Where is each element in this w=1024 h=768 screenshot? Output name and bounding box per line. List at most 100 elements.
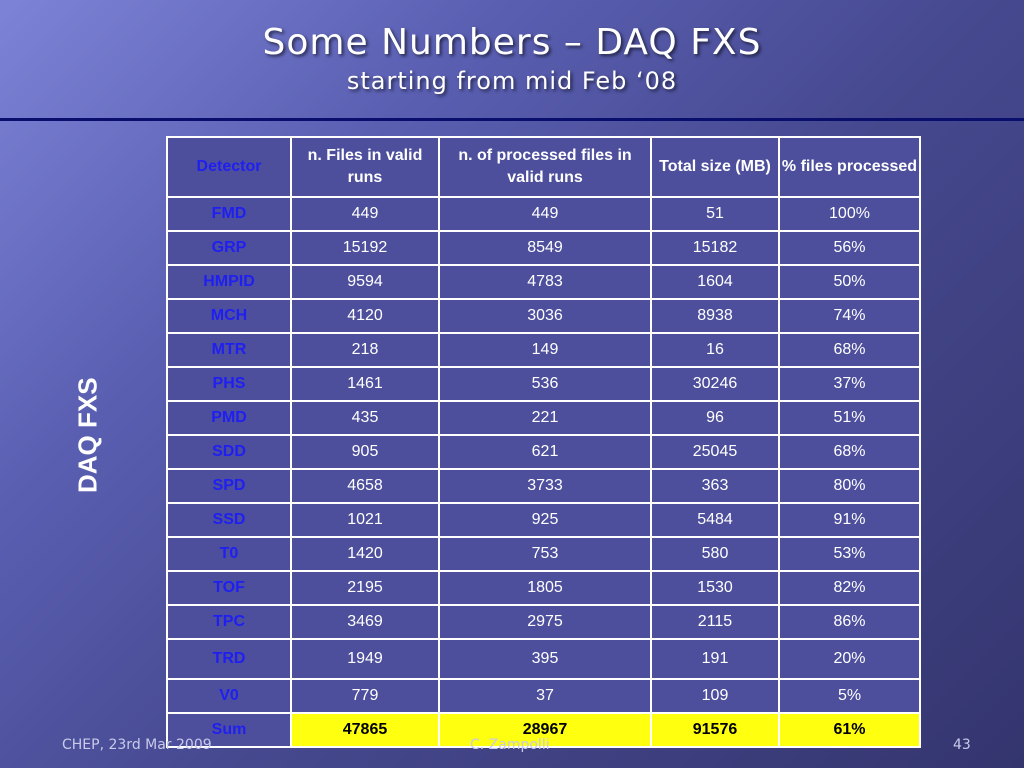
column-header-percent: % files processed — [778, 136, 921, 198]
cell-detector: SPD — [166, 468, 292, 504]
cell-files: 1420 — [290, 536, 440, 572]
cell-size: 25045 — [650, 434, 780, 470]
table-row: TPC 3469 2975 2115 86% — [166, 604, 921, 640]
cell-size: 16 — [650, 332, 780, 368]
table-header-row: Detector n. Files in valid runs n. of pr… — [166, 136, 921, 198]
cell-files: 1461 — [290, 366, 440, 402]
table-body: FMD 449 449 51 100% GRP 15192 8549 15182 56% HMPID… — [166, 196, 921, 748]
cell-processed: 536 — [438, 366, 652, 402]
cell-files: 15192 — [290, 230, 440, 266]
table-row: PHS 1461 536 30246 37% — [166, 366, 921, 402]
table-row: T0 1420 753 580 53% — [166, 536, 921, 572]
table-row-sum: Sum 47865 28967 91576 61% — [166, 712, 921, 748]
table-row: SPD 4658 3733 363 80% — [166, 468, 921, 504]
cell-percent: 5% — [778, 678, 921, 714]
cell-files: 905 — [290, 434, 440, 470]
cell-files: 218 — [290, 332, 440, 368]
cell-detector: MTR — [166, 332, 292, 368]
cell-percent: 50% — [778, 264, 921, 300]
cell-size: 2115 — [650, 604, 780, 640]
cell-percent: 80% — [778, 468, 921, 504]
cell-files: 2195 — [290, 570, 440, 606]
cell-size: 96 — [650, 400, 780, 436]
table-row: SDD 905 621 25045 68% — [166, 434, 921, 470]
cell-files: 4120 — [290, 298, 440, 334]
cell-percent: 74% — [778, 298, 921, 334]
cell-detector: TRD — [166, 638, 292, 680]
cell-processed: 3733 — [438, 468, 652, 504]
cell-files: 1949 — [290, 638, 440, 680]
cell-size: 15182 — [650, 230, 780, 266]
slide-title: Some Numbers – DAQ FXS — [262, 22, 762, 63]
cell-detector: FMD — [166, 196, 292, 232]
slide-subtitle: starting from mid Feb ‘08 — [346, 67, 678, 95]
page-number: 43 — [953, 737, 971, 753]
table-row: HMPID 9594 4783 1604 50% — [166, 264, 921, 300]
cell-files: 1021 — [290, 502, 440, 538]
cell-processed: 925 — [438, 502, 652, 538]
cell-percent: 68% — [778, 434, 921, 470]
column-header-files: n. Files in valid runs — [290, 136, 440, 198]
cell-size: 51 — [650, 196, 780, 232]
cell-percent: 53% — [778, 536, 921, 572]
cell-files: 435 — [290, 400, 440, 436]
cell-files: 4658 — [290, 468, 440, 504]
sum-cell-percent: 61% — [778, 712, 921, 748]
sum-cell-files: 47865 — [290, 712, 440, 748]
column-header-size: Total size (MB) — [650, 136, 780, 198]
cell-percent: 82% — [778, 570, 921, 606]
table-row: GRP 15192 8549 15182 56% — [166, 230, 921, 266]
cell-detector: V0 — [166, 678, 292, 714]
daq-fxs-table: Detector n. Files in valid runs n. of pr… — [166, 136, 921, 748]
cell-processed: 395 — [438, 638, 652, 680]
cell-percent: 37% — [778, 366, 921, 402]
cell-processed: 753 — [438, 536, 652, 572]
cell-size: 580 — [650, 536, 780, 572]
cell-files: 9594 — [290, 264, 440, 300]
cell-percent: 20% — [778, 638, 921, 680]
table-row: MCH 4120 3036 8938 74% — [166, 298, 921, 334]
cell-detector: MCH — [166, 298, 292, 334]
cell-detector: HMPID — [166, 264, 292, 300]
footer-author: C. Zampolli — [470, 737, 550, 753]
sum-cell-processed: 28967 — [438, 712, 652, 748]
footer-left: CHEP, 23rd Mar 2009 — [62, 737, 212, 753]
cell-percent: 100% — [778, 196, 921, 232]
cell-percent: 91% — [778, 502, 921, 538]
cell-size: 5484 — [650, 502, 780, 538]
cell-detector: TOF — [166, 570, 292, 606]
cell-percent: 51% — [778, 400, 921, 436]
title-divider — [0, 118, 1024, 121]
cell-files: 449 — [290, 196, 440, 232]
table-row: MTR 218 149 16 68% — [166, 332, 921, 368]
table-row: FMD 449 449 51 100% — [166, 196, 921, 232]
cell-processed: 149 — [438, 332, 652, 368]
cell-processed: 8549 — [438, 230, 652, 266]
cell-detector: SSD — [166, 502, 292, 538]
cell-detector: TPC — [166, 604, 292, 640]
column-header-detector: Detector — [166, 136, 292, 198]
cell-processed: 449 — [438, 196, 652, 232]
cell-size: 30246 — [650, 366, 780, 402]
cell-detector: PMD — [166, 400, 292, 436]
slide-title-block: Some Numbers – DAQ FXS starting from mid… — [0, 20, 1024, 96]
sum-cell-detector: Sum — [166, 712, 292, 748]
cell-processed: 2975 — [438, 604, 652, 640]
cell-processed: 37 — [438, 678, 652, 714]
cell-processed: 4783 — [438, 264, 652, 300]
cell-percent: 56% — [778, 230, 921, 266]
table-row: TRD 1949 395 191 20% — [166, 638, 921, 680]
cell-size: 1530 — [650, 570, 780, 606]
cell-processed: 621 — [438, 434, 652, 470]
cell-detector: SDD — [166, 434, 292, 470]
table-row: TOF 2195 1805 1530 82% — [166, 570, 921, 606]
cell-detector: PHS — [166, 366, 292, 402]
cell-size: 8938 — [650, 298, 780, 334]
cell-size: 109 — [650, 678, 780, 714]
column-header-processed: n. of processed files in valid runs — [438, 136, 652, 198]
table-row: V0 779 37 109 5% — [166, 678, 921, 714]
cell-size: 363 — [650, 468, 780, 504]
cell-percent: 86% — [778, 604, 921, 640]
cell-percent: 68% — [778, 332, 921, 368]
cell-files: 3469 — [290, 604, 440, 640]
